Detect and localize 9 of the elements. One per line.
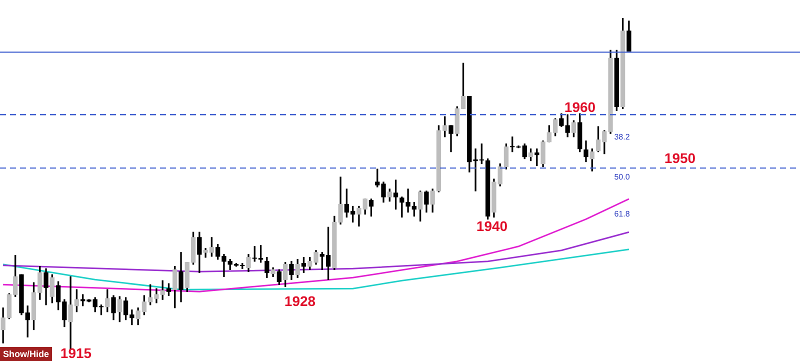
annotation: 1940 (476, 218, 508, 234)
annotation: 50.0 (614, 172, 630, 182)
annotation: 1915 (60, 345, 92, 361)
annotation: 61.8 (614, 210, 630, 218)
text: 1950 (664, 150, 696, 166)
annotation: 1960 (564, 99, 596, 115)
annotation: 38.2 (614, 132, 630, 142)
annotation: 1928 (284, 293, 316, 309)
annotation: Show/Hide (0, 347, 52, 361)
